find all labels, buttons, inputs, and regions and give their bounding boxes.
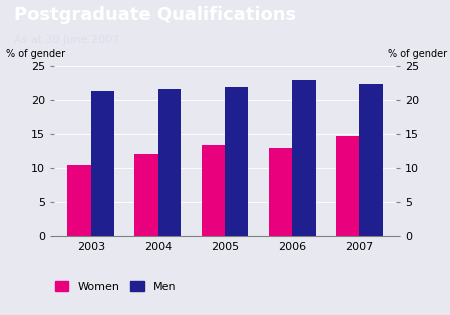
Bar: [91, 91, 114, 236]
Legend: Women, Men: Women, Men: [50, 277, 180, 296]
Bar: [225, 87, 248, 236]
Bar: [269, 148, 292, 236]
Bar: [359, 84, 382, 236]
Text: % of gender: % of gender: [388, 49, 447, 59]
Bar: [336, 136, 359, 236]
Bar: [202, 145, 225, 236]
Text: % of gender: % of gender: [6, 49, 65, 59]
Text: Postgraduate Qualifications: Postgraduate Qualifications: [14, 6, 296, 24]
Text: As at 30 June 2007: As at 30 June 2007: [14, 35, 119, 45]
Bar: [158, 89, 181, 236]
Bar: [135, 154, 158, 236]
Bar: [68, 165, 91, 236]
Bar: [292, 80, 315, 236]
